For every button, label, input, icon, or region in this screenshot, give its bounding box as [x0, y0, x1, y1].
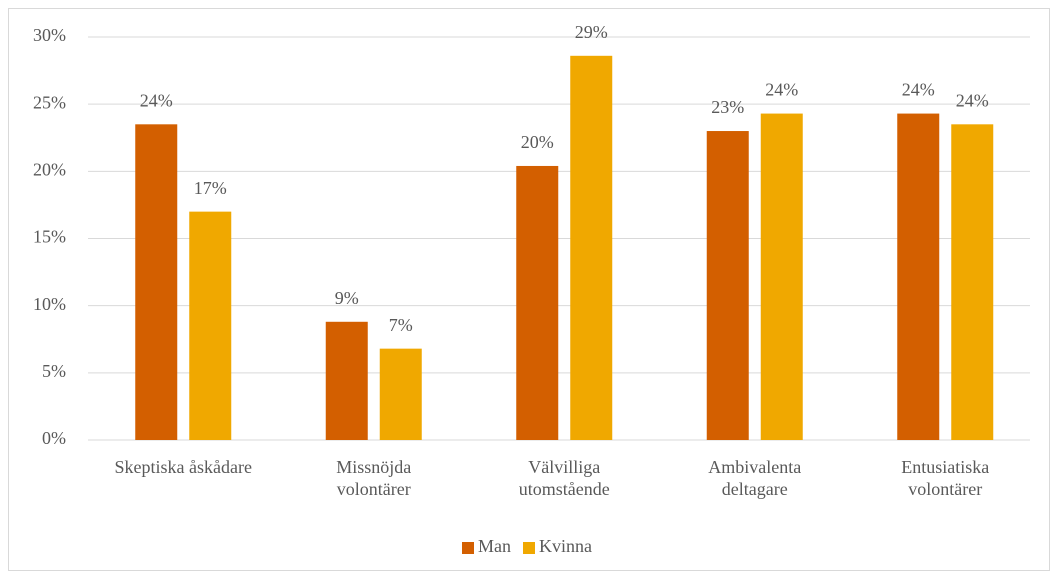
data-label: 29%: [575, 22, 608, 42]
data-label: 17%: [194, 178, 227, 198]
data-label: 7%: [389, 315, 413, 335]
x-tick-label: Skeptiska åskådare: [114, 457, 252, 477]
bar: [516, 165, 559, 440]
y-tick-label: 20%: [33, 159, 66, 179]
data-label: 24%: [902, 80, 935, 100]
data-label: 20%: [521, 132, 554, 152]
x-tick-label: Välvilliga utomstående: [518, 457, 610, 499]
x-tick-label: Missnöjda volontärer: [336, 457, 412, 499]
x-tick-label: Ambivalenta deltagare: [708, 457, 802, 499]
x-tick-label: Entusiatiska volontärer: [901, 457, 990, 499]
data-label: 24%: [765, 80, 798, 100]
data-label: 24%: [140, 90, 173, 110]
legend-swatch: [462, 542, 474, 554]
y-tick-label: 15%: [33, 227, 66, 247]
bar: [570, 55, 613, 440]
legend-swatch: [523, 542, 535, 554]
y-tick-label: 0%: [42, 428, 66, 448]
bar: [951, 124, 994, 441]
bar: [897, 113, 940, 440]
bar: [135, 124, 178, 441]
data-label: 23%: [711, 97, 744, 117]
bar: [760, 113, 803, 440]
legend-label: Man: [478, 536, 511, 556]
y-tick-label: 25%: [33, 92, 66, 112]
bar: [189, 211, 232, 440]
bar: [379, 348, 422, 440]
bar: [325, 321, 368, 440]
y-tick-label: 10%: [33, 294, 66, 314]
y-tick-label: 5%: [42, 361, 66, 381]
data-label: 24%: [956, 90, 989, 110]
legend-label: Kvinna: [539, 536, 592, 556]
bar: [706, 131, 749, 441]
y-tick-label: 30%: [33, 25, 66, 45]
data-label: 9%: [335, 288, 359, 308]
